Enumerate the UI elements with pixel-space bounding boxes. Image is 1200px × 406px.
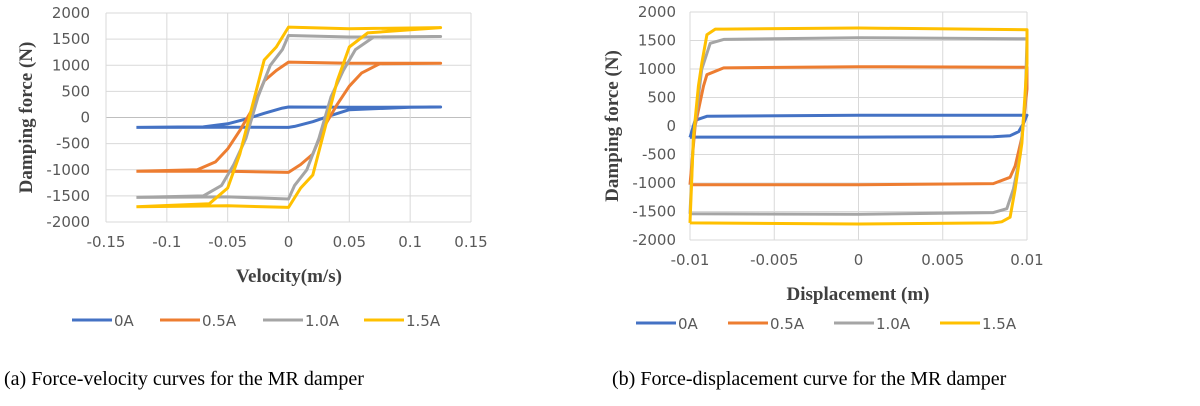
- y-axis-title: Damping force (N): [16, 42, 37, 194]
- x-axis-title: Velocity(m/s): [236, 266, 342, 287]
- x-tick-label: -0.15: [87, 233, 126, 251]
- y-tick-label: -2000: [46, 213, 90, 231]
- y-tick-label: 1500: [52, 30, 90, 48]
- legend-label-1.0A: 1.0A: [305, 312, 340, 330]
- x-axis-title: Displacement (m): [787, 284, 930, 305]
- series-line-0.5A: [136, 60, 443, 174]
- caption-a: (a) Force-velocity curves for the MR dam…: [4, 368, 364, 390]
- x-tick-label: 0.01: [1010, 251, 1043, 269]
- x-tick-label: 0.05: [333, 233, 366, 251]
- series-line-1.5A: [136, 25, 443, 209]
- y-tick-label: -2000: [632, 231, 676, 249]
- x-tick-label: 0: [854, 251, 864, 269]
- y-tick-label: -1500: [632, 203, 676, 221]
- x-tick-label: 0: [284, 233, 294, 251]
- legend-label-0A: 0A: [678, 315, 699, 333]
- legend-label-1.0A: 1.0A: [876, 315, 911, 333]
- series-line-1.5A: [688, 26, 1029, 226]
- y-tick-label: 0: [80, 109, 90, 127]
- y-tick-label: 2000: [638, 3, 676, 21]
- legend-label-1.5A: 1.5A: [982, 315, 1017, 333]
- y-tick-label: -500: [56, 135, 90, 153]
- y-axis-title: Damping force (N): [602, 50, 623, 202]
- x-tick-label: -0.05: [208, 233, 247, 251]
- series-line-0A: [136, 105, 443, 129]
- x-tick-label: -0.01: [671, 251, 710, 269]
- legend-label-0.5A: 0.5A: [770, 315, 805, 333]
- x-tick-label: 0.005: [921, 251, 964, 269]
- x-tick-label: 0.1: [398, 233, 422, 251]
- y-tick-label: 1500: [638, 32, 676, 50]
- y-tick-label: 1000: [52, 56, 90, 74]
- chart-force-displacement: 2000 1500 1000 500 0 -500 -1000 -1500 -2000 -0.01…: [602, 3, 1044, 333]
- x-tick-label: 0.15: [454, 233, 487, 251]
- legend-label-0.5A: 0.5A: [202, 312, 237, 330]
- y-tick-label: 2000: [52, 4, 90, 22]
- series-line-0A: [688, 113, 1029, 139]
- legend-label-1.5A: 1.5A: [406, 312, 441, 330]
- y-tick-label: 0: [666, 117, 676, 135]
- y-tick-label: 500: [647, 89, 676, 107]
- caption-b: (b) Force-displacement curve for the MR …: [612, 368, 1007, 390]
- x-tick-label: -0.1: [152, 233, 181, 251]
- chart-force-velocity: 2000 1500 1000 500 0 -500 -1000 -1500 -2000 -0.15…: [16, 4, 488, 330]
- legend-label-0A: 0A: [114, 312, 135, 330]
- y-tick-label: 500: [61, 82, 90, 100]
- y-tick-label: -1500: [46, 187, 90, 205]
- x-tick-label: -0.005: [750, 251, 798, 269]
- y-tick-label: -1000: [632, 174, 676, 192]
- y-tick-label: -500: [642, 146, 676, 164]
- y-tick-label: -1000: [46, 161, 90, 179]
- y-tick-label: 1000: [638, 60, 676, 78]
